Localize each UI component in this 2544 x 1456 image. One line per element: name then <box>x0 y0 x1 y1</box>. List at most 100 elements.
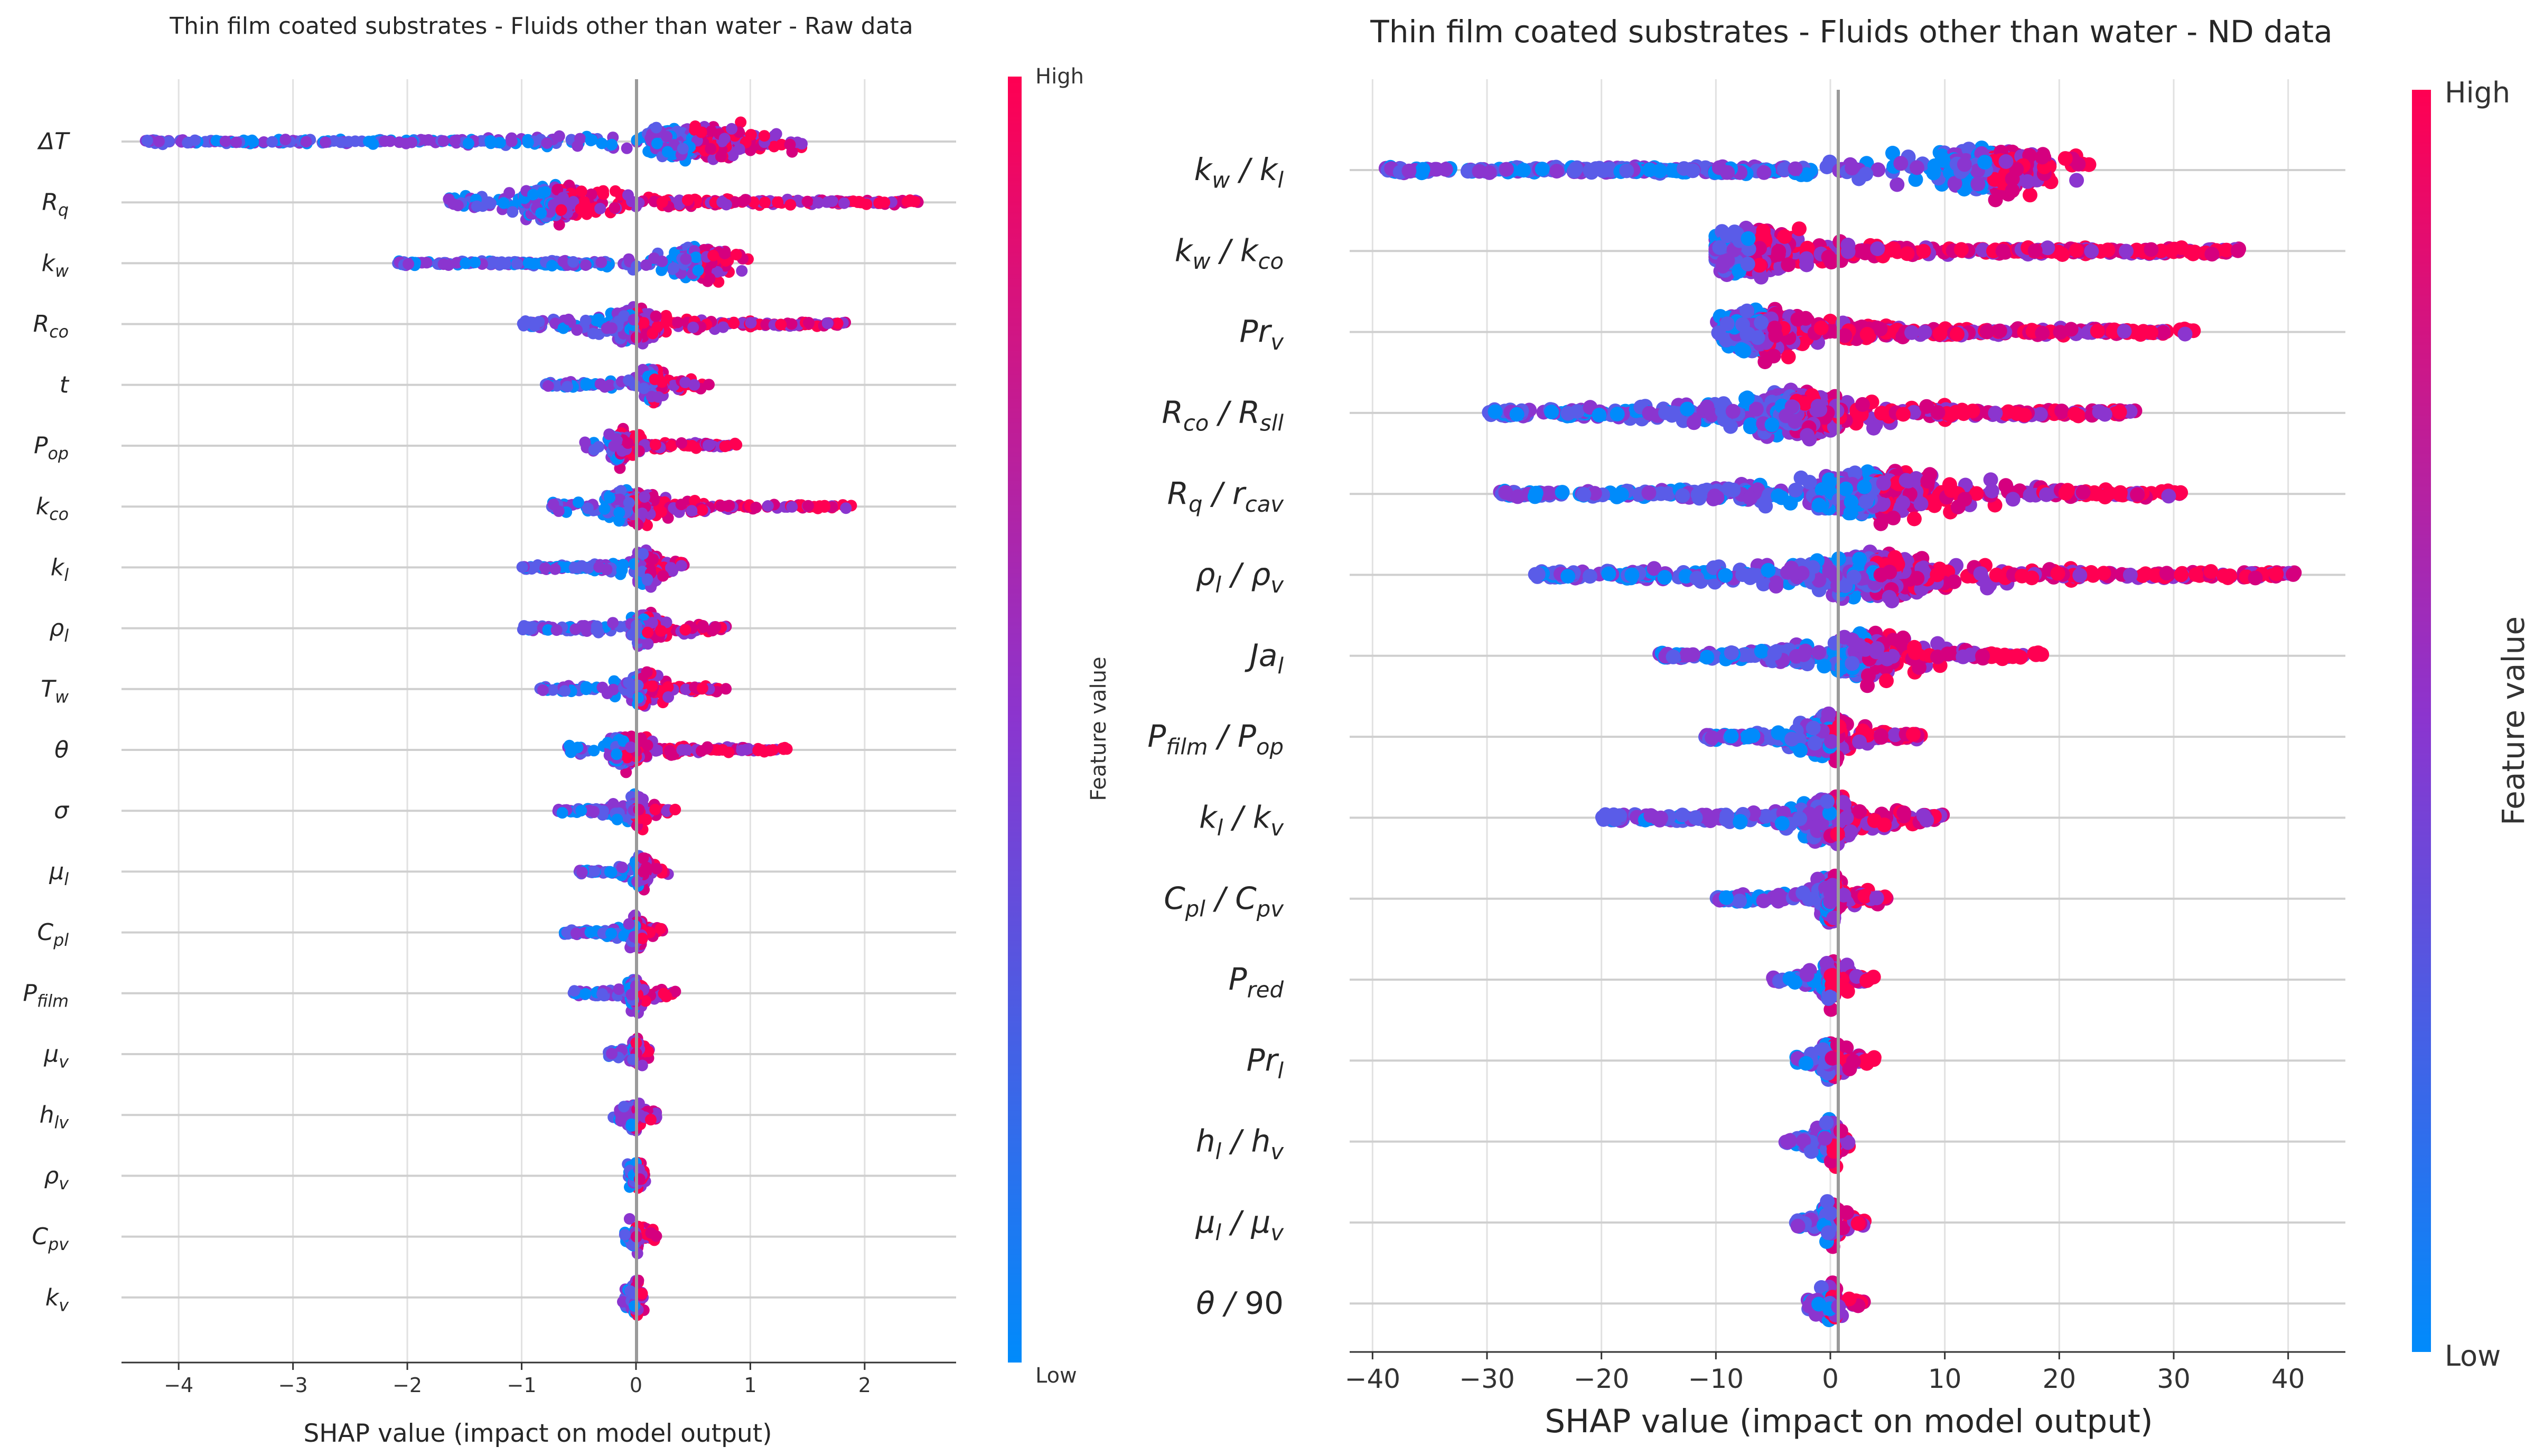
shap-point <box>692 265 704 277</box>
shap-point <box>723 746 735 758</box>
shap-point <box>594 203 606 214</box>
feature-labels: ΔTRqkwRcotPopkcoklρlTwθσμlCplPfilmμvhlvρ… <box>23 128 70 1316</box>
x-tick-label: 2 <box>858 1374 871 1397</box>
shap-point <box>632 692 644 704</box>
shap-point <box>506 135 518 147</box>
shap-point <box>437 258 450 270</box>
feature-label-part: lv <box>54 1114 69 1133</box>
feature-label-part: film <box>37 992 69 1011</box>
shap-point <box>153 135 165 147</box>
shap-point <box>668 262 680 274</box>
shap-point <box>585 135 597 147</box>
grid-lines <box>121 79 956 1363</box>
feature-label: Pop <box>34 433 69 464</box>
feature-label: θ <box>54 737 69 764</box>
shap-point <box>596 137 608 149</box>
shap-point <box>588 805 600 818</box>
shap-point <box>588 865 601 877</box>
shap-point <box>572 140 584 152</box>
shap-point <box>593 626 604 638</box>
x-axis-ticks: −4 −3 −2 −1 0 1 2 <box>164 1363 871 1397</box>
feature-label-part: co <box>49 505 69 524</box>
shap-point <box>1819 159 1835 174</box>
feature-label: ρl <box>49 615 69 646</box>
shap-point <box>640 259 652 271</box>
chart-title: Thin film coated substrates - Fluids oth… <box>1370 14 2332 50</box>
beeswarm-points <box>139 116 924 1321</box>
shap-point <box>449 135 461 147</box>
feature-label: t <box>60 371 70 398</box>
shap-point <box>704 273 716 285</box>
shap-point <box>300 136 312 148</box>
feature-label: kco <box>36 493 69 524</box>
shap-point <box>559 685 571 697</box>
shap-point <box>650 1230 662 1242</box>
feature-label-part: ρ <box>49 615 64 642</box>
shap-point <box>460 257 472 269</box>
x-tick-label: −3 <box>278 1374 308 1397</box>
feature-label-part: l <box>64 566 69 585</box>
shap-point <box>553 130 565 142</box>
shap-point <box>522 136 534 148</box>
shap-point <box>709 621 722 633</box>
feature-label-part: T <box>41 675 57 702</box>
shap-point <box>585 188 597 200</box>
feature-label-part: θ <box>54 737 69 764</box>
shap-point <box>601 688 613 699</box>
x-tick-label: 0 <box>630 1374 642 1397</box>
shap-point <box>546 260 558 272</box>
feature-label: kw <box>42 250 69 281</box>
shap-point <box>796 138 808 150</box>
shap-point <box>840 502 852 514</box>
shap-point <box>580 681 592 693</box>
shap-point <box>597 188 610 200</box>
shap-point <box>656 196 668 208</box>
shap-point <box>696 682 708 694</box>
shap-point <box>745 129 757 141</box>
shap-point <box>598 381 611 393</box>
shap-point <box>485 137 497 149</box>
shap-point <box>638 866 649 878</box>
shap-point <box>230 136 242 148</box>
shap-point <box>633 445 645 457</box>
feature-label-part: w <box>55 688 69 707</box>
shap-point <box>625 741 637 753</box>
shap-point <box>616 564 628 576</box>
shap-point <box>649 803 661 815</box>
shap-point <box>715 500 727 512</box>
shap-point <box>718 133 731 145</box>
shap-point <box>511 258 523 270</box>
shap-point <box>901 195 913 208</box>
shap-point <box>443 193 455 205</box>
shap-point <box>676 437 688 449</box>
shap-point <box>655 506 667 518</box>
shap-point <box>641 573 653 585</box>
shap-point <box>616 861 628 873</box>
feature-label: ρv <box>44 1162 69 1194</box>
shap-point <box>651 862 663 875</box>
shap-point <box>666 440 678 452</box>
shap-point <box>636 933 648 944</box>
shap-point <box>379 135 391 147</box>
shap-point <box>695 126 707 138</box>
shap-point <box>786 501 798 513</box>
shap-point <box>649 439 661 450</box>
shap-point <box>696 504 708 516</box>
colorbar <box>1008 77 1022 1363</box>
shap-point <box>550 624 563 636</box>
shap-point <box>2069 173 2084 188</box>
feature-label-part: v <box>59 1175 69 1194</box>
shap-point <box>498 197 510 209</box>
feature-label-part: k <box>36 493 50 520</box>
shap-point <box>535 207 547 219</box>
shap-point <box>499 258 511 270</box>
shap-point <box>567 256 579 268</box>
feature-label-part: ΔT <box>37 128 70 155</box>
shap-point <box>579 259 592 271</box>
shap-point <box>618 310 630 322</box>
feature-label: Rq <box>42 189 69 220</box>
shap-point <box>831 317 844 330</box>
feature-label: ΔT <box>37 128 70 155</box>
feature-label-part: C <box>37 919 53 946</box>
shap-point <box>595 256 607 268</box>
